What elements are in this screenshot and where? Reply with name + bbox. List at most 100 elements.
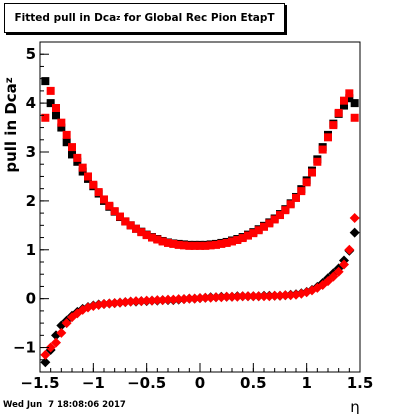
data-point-mean-black bbox=[56, 320, 67, 331]
x-tick-label: 0.5 bbox=[240, 374, 267, 392]
data-point-sigma-red bbox=[100, 195, 108, 204]
data-point-sigma-red bbox=[142, 231, 151, 240]
data-point-mean-red bbox=[339, 259, 349, 270]
data-point-sigma-red bbox=[324, 133, 332, 142]
y-tick-label: 1 bbox=[26, 241, 36, 259]
y-tick-label: 4 bbox=[26, 94, 36, 112]
data-point-sigma-black bbox=[340, 101, 348, 110]
data-point-mean-red bbox=[237, 291, 248, 302]
data-point-sigma-red bbox=[41, 113, 50, 122]
data-point-sigma-black bbox=[57, 123, 66, 132]
axes: −1.5 −1 −0.5 0 0.5 1 1.5 −1 0 1 2 3 4 5 bbox=[13, 41, 374, 392]
data-point-sigma-red bbox=[164, 238, 172, 247]
data-point-sigma-red bbox=[318, 145, 327, 154]
data-point-sigma-red bbox=[137, 228, 146, 237]
data-point-sigma-red bbox=[217, 239, 226, 248]
data-point-sigma-red bbox=[206, 241, 215, 250]
data-point-sigma-red bbox=[185, 241, 194, 250]
data-point-mean-red bbox=[61, 318, 72, 329]
data-point-mean-red bbox=[211, 292, 221, 303]
data-point-sigma-red bbox=[105, 201, 114, 210]
data-point-sigma-red bbox=[89, 180, 98, 189]
y-tick-label: 3 bbox=[26, 143, 36, 161]
data-point-sigma-black bbox=[68, 150, 76, 159]
data-point-sigma-red bbox=[254, 226, 263, 235]
data-point-sigma-red bbox=[238, 234, 247, 243]
data-point-sigma-red bbox=[126, 221, 135, 230]
x-axis-label: η bbox=[350, 398, 360, 414]
data-point-sigma-red bbox=[158, 237, 167, 246]
x-tick-label: 1 bbox=[301, 374, 311, 392]
data-point-mean-red bbox=[227, 291, 237, 302]
data-point-sigma-red bbox=[244, 231, 252, 240]
data-point-mean-red bbox=[173, 294, 184, 305]
y-tick-label: −1 bbox=[13, 339, 36, 357]
data-point-sigma-red bbox=[313, 157, 322, 166]
data-point-mean-red bbox=[45, 342, 56, 353]
data-point-sigma-black bbox=[41, 77, 50, 86]
data-point-sigma-red bbox=[169, 239, 178, 248]
y-axis-label: pull in Dcaz bbox=[2, 77, 20, 172]
data-point-mean-red bbox=[269, 290, 280, 301]
data-point-sigma-red bbox=[350, 113, 359, 122]
y-tick-label: 5 bbox=[26, 45, 36, 63]
data-point-mean-red bbox=[328, 271, 339, 282]
data-point-sigma-black bbox=[345, 94, 354, 103]
data-point-sigma-red bbox=[201, 241, 210, 250]
data-point-sigma-red bbox=[116, 212, 124, 221]
data-point-mean-red bbox=[200, 292, 211, 303]
data-point-sigma-red bbox=[270, 215, 279, 224]
y-tick-label: 2 bbox=[26, 192, 36, 210]
data-point-mean-red bbox=[243, 291, 253, 302]
data-point-mean-red bbox=[163, 294, 173, 305]
data-point-mean-black bbox=[349, 227, 360, 238]
data-point-mean-red bbox=[51, 337, 61, 348]
data-point-sigma-red bbox=[297, 187, 306, 196]
data-point-mean-red bbox=[253, 291, 264, 302]
data-point-mean-red bbox=[40, 349, 51, 360]
data-point-sigma-red bbox=[73, 153, 82, 162]
data-point-sigma-black bbox=[350, 99, 359, 108]
data-point-sigma-black bbox=[62, 138, 71, 147]
data-point-sigma-red bbox=[222, 238, 231, 247]
x-tick-label: −1 bbox=[82, 374, 105, 392]
data-point-sigma-red bbox=[329, 121, 338, 130]
data-point-sigma-red bbox=[228, 237, 236, 246]
data-point-sigma-red bbox=[52, 104, 60, 112]
data-point-sigma-red bbox=[308, 168, 316, 177]
chart-title: Fitted pull in Dca z for Global Rec Pion … bbox=[4, 3, 285, 33]
data-point-sigma-red bbox=[121, 217, 130, 226]
data-point-sigma-red bbox=[78, 163, 87, 172]
data-point-sigma-red bbox=[132, 224, 140, 233]
x-tick-label: 1.5 bbox=[347, 374, 374, 392]
data-point-sigma-red bbox=[174, 240, 183, 249]
data-point-sigma-red bbox=[233, 236, 242, 244]
data-point-sigma-red bbox=[110, 207, 119, 216]
data-point-sigma-red bbox=[249, 229, 258, 238]
data-point-mean-red bbox=[152, 295, 163, 306]
data-point-sigma-red bbox=[212, 240, 220, 249]
data-point-sigma-red bbox=[292, 193, 300, 202]
data-point-sigma-red bbox=[340, 96, 348, 105]
data-point-mean-red bbox=[344, 244, 355, 255]
data-point-sigma-red bbox=[265, 219, 274, 228]
data-point-sigma-red bbox=[334, 108, 343, 117]
plot-frame bbox=[39, 41, 361, 373]
x-tick-label: 0 bbox=[195, 374, 205, 392]
data-point-sigma-red bbox=[276, 211, 284, 220]
data-point-sigma-red bbox=[260, 222, 268, 231]
data-point-mean-red bbox=[280, 290, 291, 301]
data-point-sigma-red bbox=[345, 89, 354, 98]
data-point-sigma-red bbox=[62, 130, 71, 139]
data-point-mean-red bbox=[248, 291, 259, 302]
data-point-sigma-black bbox=[52, 111, 60, 120]
data-point-mean-red bbox=[56, 327, 67, 338]
chart-marks bbox=[40, 77, 360, 368]
data-point-mean-red bbox=[184, 293, 195, 304]
data-point-sigma-red bbox=[46, 86, 55, 95]
data-point-sigma-red bbox=[302, 178, 311, 187]
data-point-mean-red bbox=[333, 266, 344, 277]
data-point-sigma-red bbox=[84, 172, 92, 181]
data-point-sigma-red bbox=[94, 188, 103, 197]
